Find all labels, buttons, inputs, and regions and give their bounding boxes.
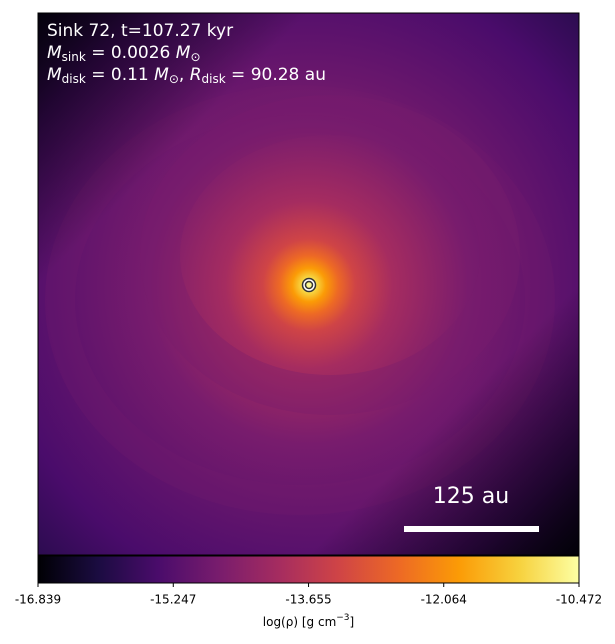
annotation-part: R [190,65,202,85]
colorbar-tick-label: -12.064 [421,593,467,607]
colorbar-tick-label: -13.655 [285,593,331,607]
annotation-part: = 0.0026 [86,43,176,63]
density-map [38,13,579,555]
annotation-part: M [47,65,62,85]
annotation-part: sink [62,50,86,64]
colorbar-tick-label: -16.839 [15,593,61,607]
annotation-part: = 90.28 au [226,65,326,85]
colorbar: -16.839 -15.247 -13.655 -12.064 -10.472 log(ρ… [15,555,602,629]
annotation-part: disk [62,72,86,86]
annotation-part: ⊙ [169,72,179,86]
plot-frame [37,12,580,556]
annotation-part: ⊙ [190,50,200,64]
annotation-part: M [154,65,169,85]
annotation-line: Mdisk = 0.11 M⊙, Rdisk = 90.28 au [47,65,326,86]
annotation-part: M [47,43,62,63]
annotation-part: M [176,43,191,63]
annotation-part: , [179,65,190,85]
colorbar-label: log(ρ) [g cm−3] [263,613,354,629]
colorbar-tick-label: -10.472 [556,593,602,607]
annotation-part: disk [202,72,226,86]
annotation-line: Sink 72, t=107.27 kyr [47,21,233,41]
colorbar-tick-label: -15.247 [150,593,196,607]
sink-marker-ring [303,279,315,291]
corner-shade [38,13,579,555]
colorbar-label-part: log(ρ) [g cm [263,615,337,629]
annotation-line: Msink = 0.0026 M⊙ [47,43,201,64]
annotation-part: = 0.11 [86,65,154,85]
scale-bar-label: 125 au [433,484,509,509]
colorbar-fill [37,555,580,584]
colorbar-label-part: −3 [336,613,349,623]
colorbar-label-part: ] [350,615,355,629]
